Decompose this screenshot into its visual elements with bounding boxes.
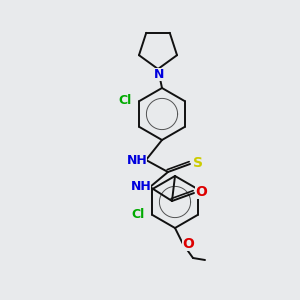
Text: N: N bbox=[154, 68, 164, 80]
Text: NH: NH bbox=[127, 154, 147, 166]
Text: Cl: Cl bbox=[132, 208, 145, 221]
Text: O: O bbox=[182, 237, 194, 251]
Text: O: O bbox=[195, 185, 207, 199]
Text: Cl: Cl bbox=[119, 94, 132, 106]
Text: NH: NH bbox=[130, 181, 152, 194]
Text: S: S bbox=[193, 156, 203, 170]
